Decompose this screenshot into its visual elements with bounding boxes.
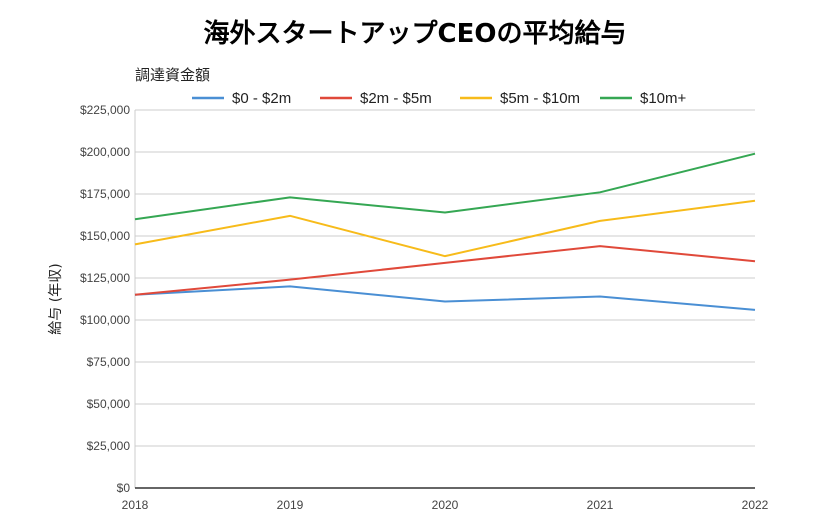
series-line [134, 152, 756, 221]
y-tick-label: $50,000 [87, 397, 131, 411]
y-tick-label: $125,000 [80, 271, 130, 285]
y-tick-label: $0 [117, 481, 131, 495]
y-axis-title: 給与 (年収) [48, 263, 64, 334]
y-tick-label: $25,000 [87, 439, 131, 453]
legend-label: $0 - $2m [232, 90, 291, 107]
legend-label: $10m+ [640, 90, 687, 107]
legend: $0 - $2m $2m - $5m $5m - $10m $10m+ [192, 90, 687, 107]
x-axis-ticks: 2018 2019 2020 2021 2022 [122, 498, 769, 512]
y-tick-label: $100,000 [80, 313, 130, 327]
series-lines [134, 152, 756, 311]
y-tick-label: $200,000 [80, 145, 130, 159]
legend-item[interactable]: $10m+ [600, 90, 687, 107]
legend-item[interactable]: $5m - $10m [460, 90, 580, 107]
gridlines [135, 109, 755, 447]
chart-title: 海外スタートアップCEOの平均給与 [204, 18, 627, 49]
series-line [134, 245, 756, 296]
x-tick-label: 2020 [432, 498, 459, 512]
x-tick-label: 2021 [587, 498, 614, 512]
legend-item[interactable]: $0 - $2m [192, 90, 291, 107]
x-tick-label: 2022 [742, 498, 769, 512]
x-tick-label: 2019 [277, 498, 304, 512]
y-tick-label: $150,000 [80, 229, 130, 243]
y-tick-label: $225,000 [80, 103, 130, 117]
legend-label: $2m - $5m [360, 90, 432, 107]
legend-item[interactable]: $2m - $5m [320, 90, 432, 107]
legend-label: $5m - $10m [500, 90, 580, 107]
series-line [134, 285, 756, 311]
series-line [134, 199, 756, 258]
y-axis-ticks: $0 $25,000 $50,000 $75,000 $100,000 $125,000 $… [80, 103, 130, 495]
legend-title: 調達資金額 [135, 66, 210, 84]
x-tick-label: 2018 [122, 498, 149, 512]
y-tick-label: $175,000 [80, 187, 130, 201]
y-tick-label: $75,000 [87, 355, 131, 369]
